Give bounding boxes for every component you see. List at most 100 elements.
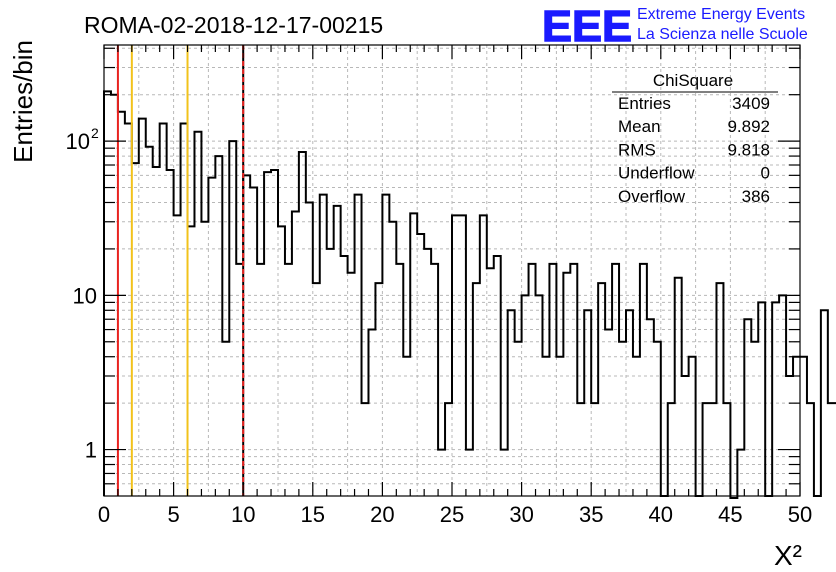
histogram-bin <box>306 202 313 496</box>
histogram-bin <box>668 403 675 496</box>
histogram-bin <box>334 206 341 496</box>
histogram-bin <box>598 283 605 496</box>
histogram-bin <box>188 226 195 496</box>
stats-label: RMS <box>618 140 656 159</box>
stats-label: Underflow <box>618 164 695 183</box>
x-tick-label: 15 <box>301 502 325 527</box>
y-tick-label-exponent: 2 <box>91 125 99 141</box>
histogram-bin <box>153 167 160 496</box>
histogram-bin <box>201 222 208 496</box>
histogram-bin <box>723 403 730 496</box>
histogram-bin <box>382 195 389 496</box>
histogram-bin <box>194 132 201 496</box>
histogram-bin <box>821 310 828 496</box>
histogram-bin <box>522 295 529 496</box>
y-tick-label: 10 <box>66 129 90 154</box>
histogram-bin <box>501 450 508 496</box>
histogram-bin <box>167 170 174 496</box>
histogram-bin <box>236 264 243 496</box>
histogram-bin <box>703 403 710 496</box>
threshold-lines <box>116 45 245 496</box>
histogram-bin <box>459 215 466 496</box>
x-tick-labels: 0 5 10 15 20 25 30 35 40 45 50 <box>98 502 812 527</box>
histogram-bin <box>480 215 487 496</box>
histogram-bin <box>403 357 410 496</box>
histogram-bin <box>104 91 111 496</box>
x-tick-label: 25 <box>440 502 464 527</box>
histogram-bin <box>675 278 682 496</box>
histogram-bin <box>132 163 139 496</box>
histogram-bin <box>445 403 452 496</box>
histogram-bin <box>577 403 584 496</box>
histogram-bin <box>633 357 640 496</box>
histogram-bin <box>710 403 717 496</box>
histogram-bin <box>682 376 689 496</box>
histogram-outline <box>103 90 836 499</box>
histogram-bin <box>174 215 181 496</box>
x-tick-label: 40 <box>649 502 673 527</box>
histogram-bin <box>737 450 744 496</box>
x-axis-label: X² <box>774 540 802 571</box>
histogram-bin <box>181 124 188 496</box>
stats-value: 9.892 <box>727 117 770 136</box>
histogram-bin <box>654 342 661 496</box>
stats-label: Overflow <box>618 187 686 206</box>
histogram-bin <box>327 249 334 496</box>
stats-value: 0 <box>761 164 770 183</box>
histogram-bin <box>355 195 362 496</box>
histogram-bin <box>438 450 445 496</box>
stats-value: 386 <box>742 187 770 206</box>
histogram-bin <box>215 156 222 496</box>
histogram-bin <box>396 264 403 496</box>
histogram-bin <box>146 147 153 496</box>
histogram-bin <box>160 124 167 496</box>
histogram-bin <box>208 178 215 496</box>
stats-title: ChiSquare <box>653 71 733 90</box>
histogram-bin <box>612 264 619 496</box>
histogram-bin <box>139 119 146 496</box>
histogram-bin <box>793 357 800 496</box>
histogram-bin <box>584 310 591 496</box>
histogram-bin <box>285 264 292 496</box>
histogram-bin <box>605 330 612 496</box>
histogram-bin <box>786 376 793 496</box>
stats-label: Mean <box>618 117 661 136</box>
y-tick-label: 1 <box>85 438 97 463</box>
stats-label: Entries <box>618 94 671 113</box>
histogram-bin <box>689 357 696 496</box>
histogram-bin <box>751 342 758 496</box>
histogram-bin <box>542 357 549 496</box>
axis-ticks <box>103 45 801 496</box>
histogram-bin <box>257 264 264 496</box>
histogram-bin <box>125 124 132 496</box>
histogram-bin <box>118 112 125 496</box>
x-tick-label: 20 <box>370 502 394 527</box>
histogram-bin <box>452 215 459 496</box>
histogram-bin <box>278 226 285 496</box>
histogram-bin <box>417 234 424 496</box>
histogram-bin <box>591 403 598 496</box>
histogram-bin <box>556 357 563 496</box>
stats-value: 3409 <box>732 94 770 113</box>
histogram-bin <box>549 264 556 496</box>
histogram-bin <box>640 264 647 496</box>
histogram-bin <box>222 342 229 496</box>
histogram-bin <box>800 357 807 496</box>
brand-line-2: La Scienza nelle Scuole <box>637 26 808 43</box>
histogram-bin <box>424 249 431 496</box>
histogram-bin <box>779 295 786 496</box>
histogram-bin <box>466 450 473 496</box>
eee-branding: EEE Extreme Energy Events La Scienza nel… <box>541 1 808 51</box>
histogram-bin <box>619 342 626 496</box>
histogram-bin <box>410 213 417 496</box>
histogram-bin <box>647 319 654 496</box>
histogram-bin <box>508 310 515 496</box>
brand-line-1: Extreme Energy Events <box>637 6 805 23</box>
x-tick-label: 5 <box>167 502 179 527</box>
stats-box: ChiSquare Entries 3409 Mean 9.892 RMS 9.818 Un… <box>612 71 778 206</box>
x-tick-label: 35 <box>579 502 603 527</box>
histogram-bin <box>341 256 348 496</box>
histogram-bin <box>529 264 536 496</box>
eee-logo: EEE <box>542 2 632 51</box>
